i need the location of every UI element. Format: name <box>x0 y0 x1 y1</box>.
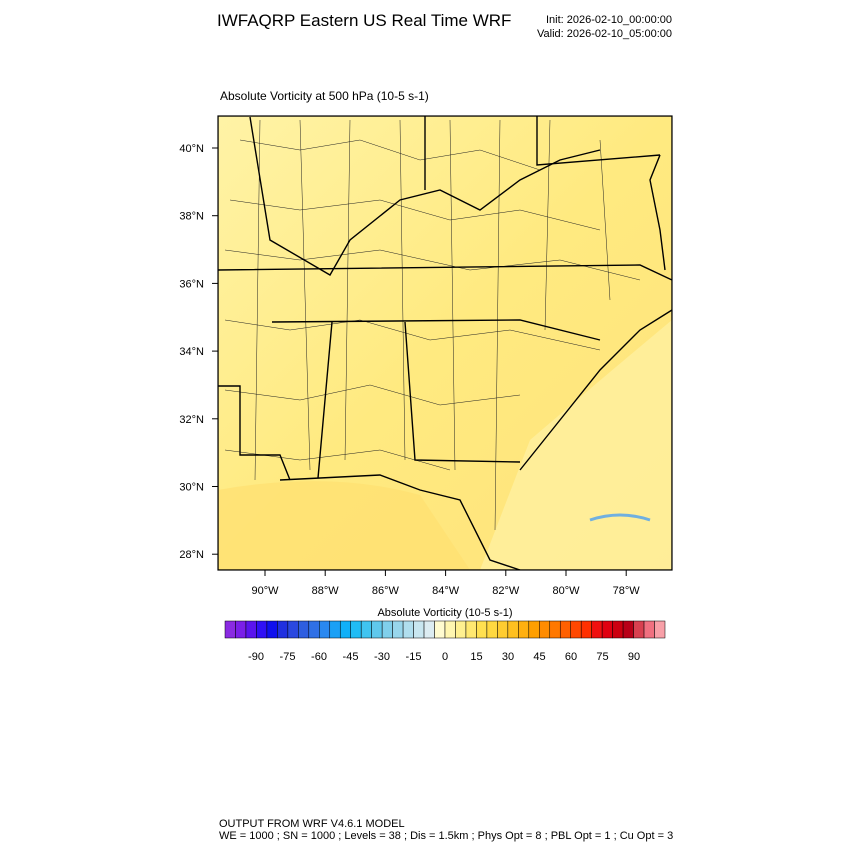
colorbar-box <box>402 620 414 639</box>
colorbar-box <box>612 620 624 639</box>
colorbar-box <box>392 620 404 639</box>
subtitle: Absolute Vorticity at 500 hPa (10-5 s-1) <box>220 89 429 103</box>
colorbar-box <box>622 620 634 639</box>
colorbar-box <box>266 620 278 639</box>
colorbar-box <box>319 620 331 639</box>
lon-label: 90°W <box>251 585 279 597</box>
colorbar-box <box>559 620 571 639</box>
colorbar-label: 30 <box>502 651 514 663</box>
colorbar-box <box>329 620 341 639</box>
colorbar-label: -60 <box>311 651 327 663</box>
title: IWFAQRP Eastern US Real Time WRF <box>217 11 511 30</box>
colorbar-box <box>360 620 372 639</box>
colorbar-box <box>486 620 498 639</box>
colorbar-box <box>455 620 467 639</box>
footer-settings: WE = 1000 ; SN = 1000 ; Levels = 38 ; Di… <box>219 830 673 842</box>
colorbar-box <box>497 620 509 639</box>
colorbar-box <box>549 620 561 639</box>
colorbar-title: Absolute Vorticity (10-5 s-1) <box>377 607 512 619</box>
lon-label: 82°W <box>492 585 520 597</box>
lon-label: 88°W <box>312 585 340 597</box>
lat-label: 30°N <box>179 482 204 494</box>
colorbar-label: 60 <box>565 651 577 663</box>
colorbar-box <box>287 620 299 639</box>
colorbar-label: 0 <box>442 651 448 663</box>
colorbar-box <box>633 620 645 639</box>
colorbar-box <box>643 620 655 639</box>
colorbar-box <box>256 620 268 639</box>
lat-label: 28°N <box>179 549 204 561</box>
lon-label: 84°W <box>432 585 460 597</box>
valid-time: Valid: 2026-02-10_05:00:00 <box>537 28 672 40</box>
lat-label: 36°N <box>179 278 204 290</box>
colorbar-label: -15 <box>406 651 422 663</box>
init-time: Init: 2026-02-10_00:00:00 <box>546 14 672 26</box>
colorbar-label: -75 <box>280 651 296 663</box>
footer-model: OUTPUT FROM WRF V4.6.1 MODEL <box>219 818 405 830</box>
colorbar-box <box>601 620 613 639</box>
colorbar-box <box>423 620 435 639</box>
lat-label: 34°N <box>179 346 204 358</box>
colorbar-box <box>371 620 383 639</box>
colorbar-box <box>654 620 666 639</box>
lon-label: 78°W <box>613 585 641 597</box>
colorbar-box <box>224 620 236 639</box>
colorbar-box <box>434 620 446 639</box>
map <box>218 116 672 570</box>
lat-label: 32°N <box>179 414 204 426</box>
lon-label: 80°W <box>552 585 580 597</box>
map-frame <box>217 115 673 571</box>
colorbar-label: -30 <box>374 651 390 663</box>
colorbar-box <box>528 620 540 639</box>
colorbar-box <box>235 620 247 639</box>
colorbar-label: 45 <box>533 651 545 663</box>
colorbar-box <box>580 620 592 639</box>
colorbar-box <box>476 620 488 639</box>
colorbar-box <box>350 620 362 639</box>
colorbar-label: -90 <box>248 651 264 663</box>
colorbar-label: -45 <box>343 651 359 663</box>
lat-label: 38°N <box>179 211 204 223</box>
colorbar-box <box>570 620 582 639</box>
colorbar-label: 90 <box>628 651 640 663</box>
colorbar-box <box>518 620 530 639</box>
colorbar-box <box>539 620 551 639</box>
colorbar-label: 75 <box>596 651 608 663</box>
lat-label: 40°N <box>179 143 204 155</box>
colorbar-box <box>298 620 310 639</box>
colorbar-box <box>277 620 289 639</box>
colorbar-box <box>413 620 425 639</box>
colorbar-box <box>465 620 477 639</box>
colorbar-box <box>507 620 519 639</box>
colorbar-box <box>381 620 393 639</box>
colorbar-box <box>245 620 257 639</box>
colorbar-label: 15 <box>470 651 482 663</box>
colorbar-box <box>444 620 456 639</box>
colorbar-box <box>591 620 603 639</box>
colorbar-box <box>308 620 320 639</box>
lon-label: 86°W <box>372 585 400 597</box>
colorbar-box <box>339 620 351 639</box>
